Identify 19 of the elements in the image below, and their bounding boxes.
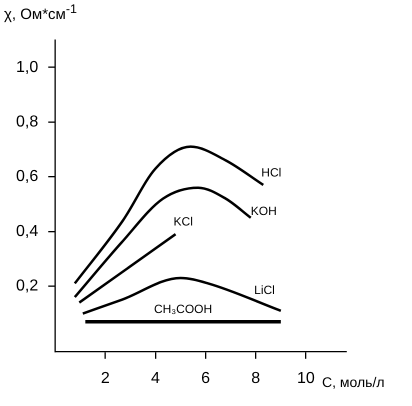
series-label: CH₃COOH [154, 302, 212, 316]
x-tick-label: 8 [251, 370, 260, 387]
line-series [74, 186, 252, 298]
line-series [82, 276, 282, 315]
y-tick-label: 0,2 [16, 278, 38, 295]
x-axis-title: С, моль/л [322, 374, 385, 390]
series-label: KOH [250, 204, 277, 218]
y-axis-title: χ, Ом*см$^{-1}$ [4, 2, 77, 23]
y-tick-label: 0,4 [16, 222, 38, 240]
x-tick-label: 6 [201, 370, 210, 387]
x-tick-label: 10 [296, 370, 315, 387]
y-tick-label: 0,6 [16, 168, 38, 186]
series-label: HCl [261, 165, 282, 180]
series-label: LiCl [254, 283, 275, 298]
x-tick-label: 2 [100, 370, 110, 387]
y-tick-label: 1,0 [16, 58, 38, 76]
y-tick-label: 0,8 [16, 113, 38, 130]
x-tick-label: 4 [151, 370, 160, 387]
series-label: KCl [174, 214, 193, 229]
